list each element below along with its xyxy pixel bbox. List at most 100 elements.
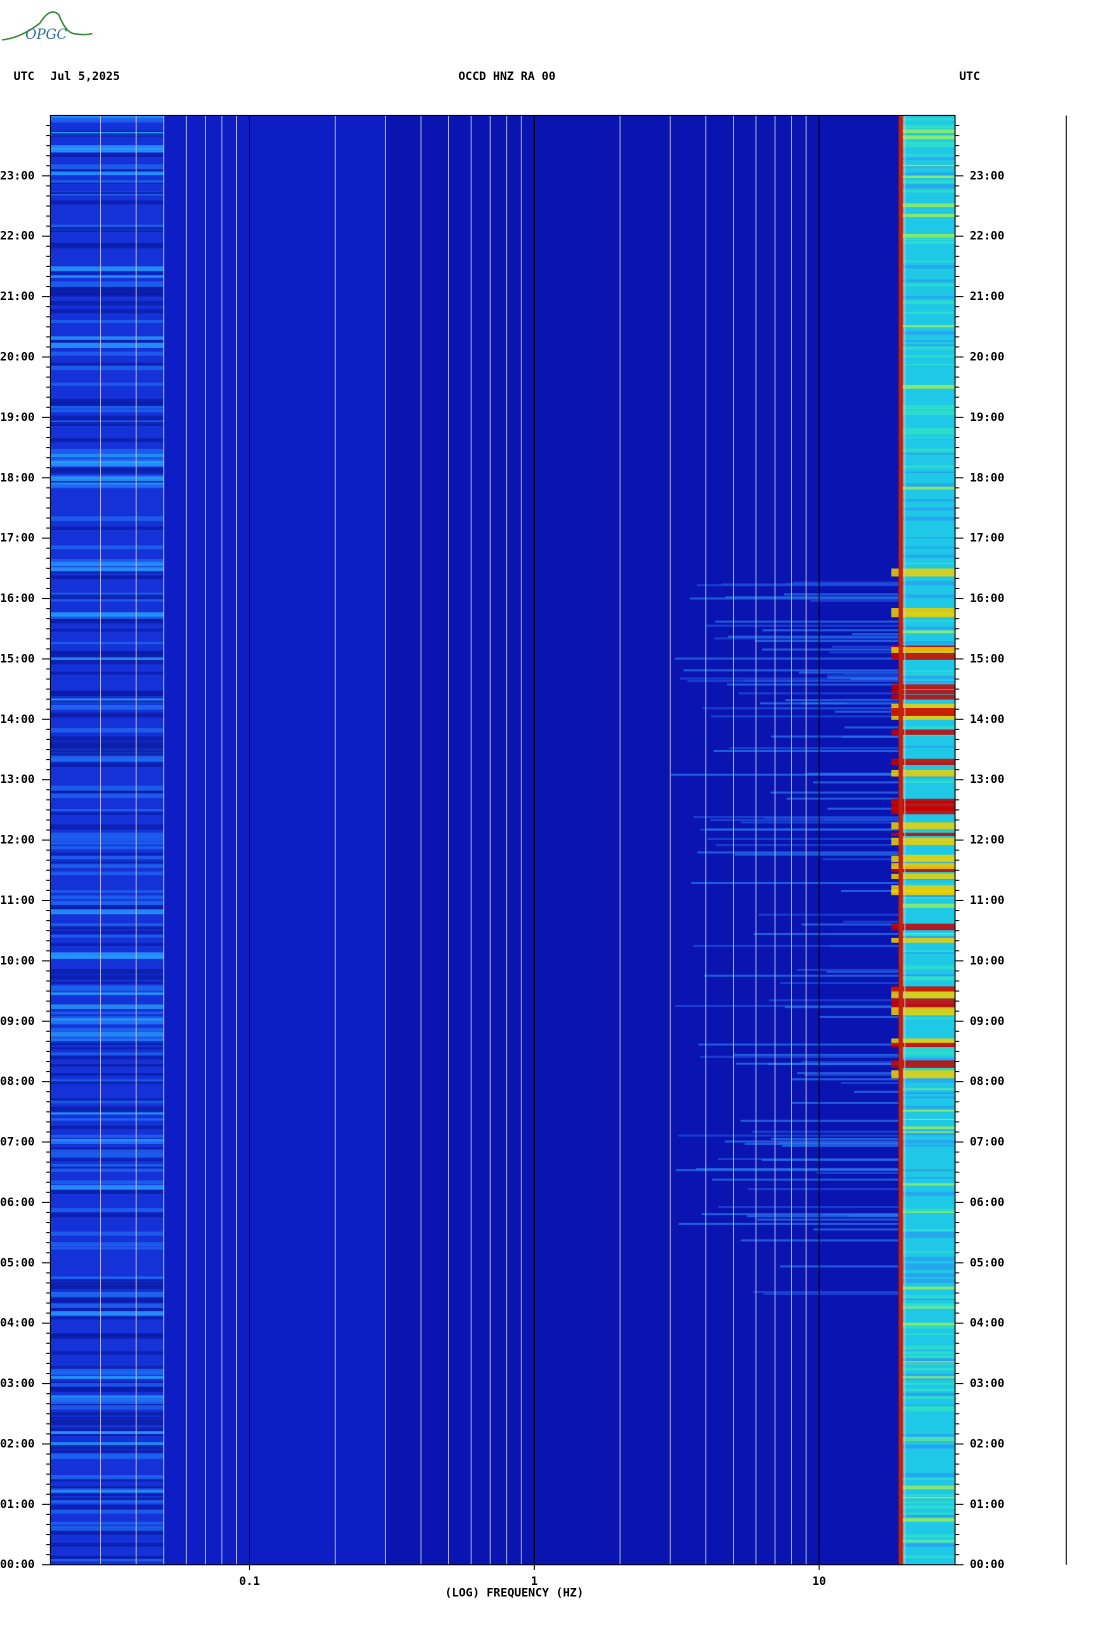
- texture: [891, 832, 956, 837]
- texture: [727, 635, 899, 638]
- texture: [759, 702, 899, 705]
- texture: [901, 340, 956, 342]
- texture: [901, 1129, 956, 1131]
- texture: [50, 1499, 164, 1504]
- texture: [901, 363, 956, 366]
- texture: [50, 855, 164, 860]
- texture: [901, 1496, 956, 1499]
- texture: [50, 1442, 164, 1447]
- texture: [50, 750, 164, 756]
- texture: [901, 554, 956, 558]
- texture: [844, 726, 899, 729]
- texture: [678, 1134, 899, 1137]
- texture: [50, 484, 164, 489]
- texture: [50, 871, 164, 876]
- texture: [50, 365, 164, 371]
- texture: [50, 1306, 164, 1312]
- texture: [50, 169, 164, 172]
- texture: [891, 998, 956, 1006]
- texture: [50, 1365, 164, 1369]
- texture: [50, 1276, 164, 1280]
- texture: [50, 1298, 164, 1303]
- texture: [50, 398, 164, 403]
- y-tick-label: 09:00: [970, 1014, 1005, 1028]
- y-tick-label: 14:00: [970, 712, 1005, 726]
- texture: [50, 1316, 164, 1320]
- logo-mark: [2, 11, 93, 41]
- texture: [901, 346, 956, 350]
- y-tick-label: 02:00: [0, 1436, 35, 1450]
- texture: [901, 145, 956, 148]
- texture: [50, 244, 164, 249]
- texture: [691, 881, 899, 885]
- texture: [50, 148, 164, 153]
- texture: [810, 599, 899, 602]
- texture: [50, 618, 164, 622]
- texture: [50, 1081, 164, 1085]
- texture: [50, 757, 164, 762]
- texture: [50, 145, 164, 150]
- texture: [827, 674, 899, 677]
- texture: [50, 930, 164, 934]
- y-tick-label: 21:00: [970, 289, 1005, 303]
- texture: [816, 1171, 899, 1175]
- texture: [784, 1006, 899, 1009]
- texture: [50, 861, 164, 865]
- texture: [50, 342, 164, 348]
- texture: [50, 992, 164, 996]
- texture: [822, 858, 899, 861]
- texture: [50, 654, 164, 660]
- texture: [901, 1193, 956, 1196]
- texture: [901, 331, 956, 335]
- texture: [901, 1118, 956, 1120]
- texture: [767, 1062, 899, 1066]
- texture: [50, 1497, 164, 1501]
- texture: [50, 1020, 164, 1023]
- texture: [901, 1518, 956, 1522]
- texture: [891, 866, 956, 873]
- texture: [50, 1509, 164, 1514]
- texture: [50, 1530, 164, 1535]
- texture: [901, 1444, 956, 1448]
- texture: [891, 1007, 956, 1016]
- texture: [901, 429, 956, 434]
- texture: [50, 1383, 164, 1387]
- texture: [793, 581, 899, 584]
- texture: [901, 1229, 956, 1232]
- texture: [50, 712, 164, 716]
- texture: [50, 242, 164, 247]
- texture: [832, 645, 899, 648]
- texture: [50, 1149, 164, 1154]
- texture: [50, 902, 164, 907]
- texture: [50, 266, 164, 271]
- texture: [901, 1132, 956, 1134]
- texture: [901, 203, 956, 208]
- texture: [829, 944, 899, 948]
- texture: [771, 1137, 899, 1140]
- plot-area: [50, 115, 956, 1565]
- texture: [804, 1073, 899, 1077]
- texture: [901, 483, 956, 485]
- chart-title: OCCD HNZ RA 00: [458, 69, 555, 83]
- texture: [50, 453, 164, 458]
- texture: [50, 301, 164, 306]
- mid-band: [163, 115, 386, 1565]
- texture: [782, 1144, 899, 1147]
- texture: [50, 1525, 164, 1531]
- date: Jul 5,2025: [50, 69, 119, 83]
- texture: [50, 974, 164, 980]
- texture: [901, 311, 956, 315]
- texture: [50, 438, 164, 443]
- texture: [901, 1191, 956, 1195]
- texture: [50, 746, 164, 752]
- texture: [50, 1311, 164, 1316]
- texture: [901, 1472, 956, 1477]
- texture: [50, 1488, 164, 1492]
- texture: [901, 135, 956, 140]
- texture: [901, 896, 956, 900]
- texture: [50, 890, 164, 893]
- texture: [901, 507, 956, 511]
- texture: [901, 630, 956, 634]
- texture: [901, 1091, 956, 1095]
- texture: [50, 955, 164, 959]
